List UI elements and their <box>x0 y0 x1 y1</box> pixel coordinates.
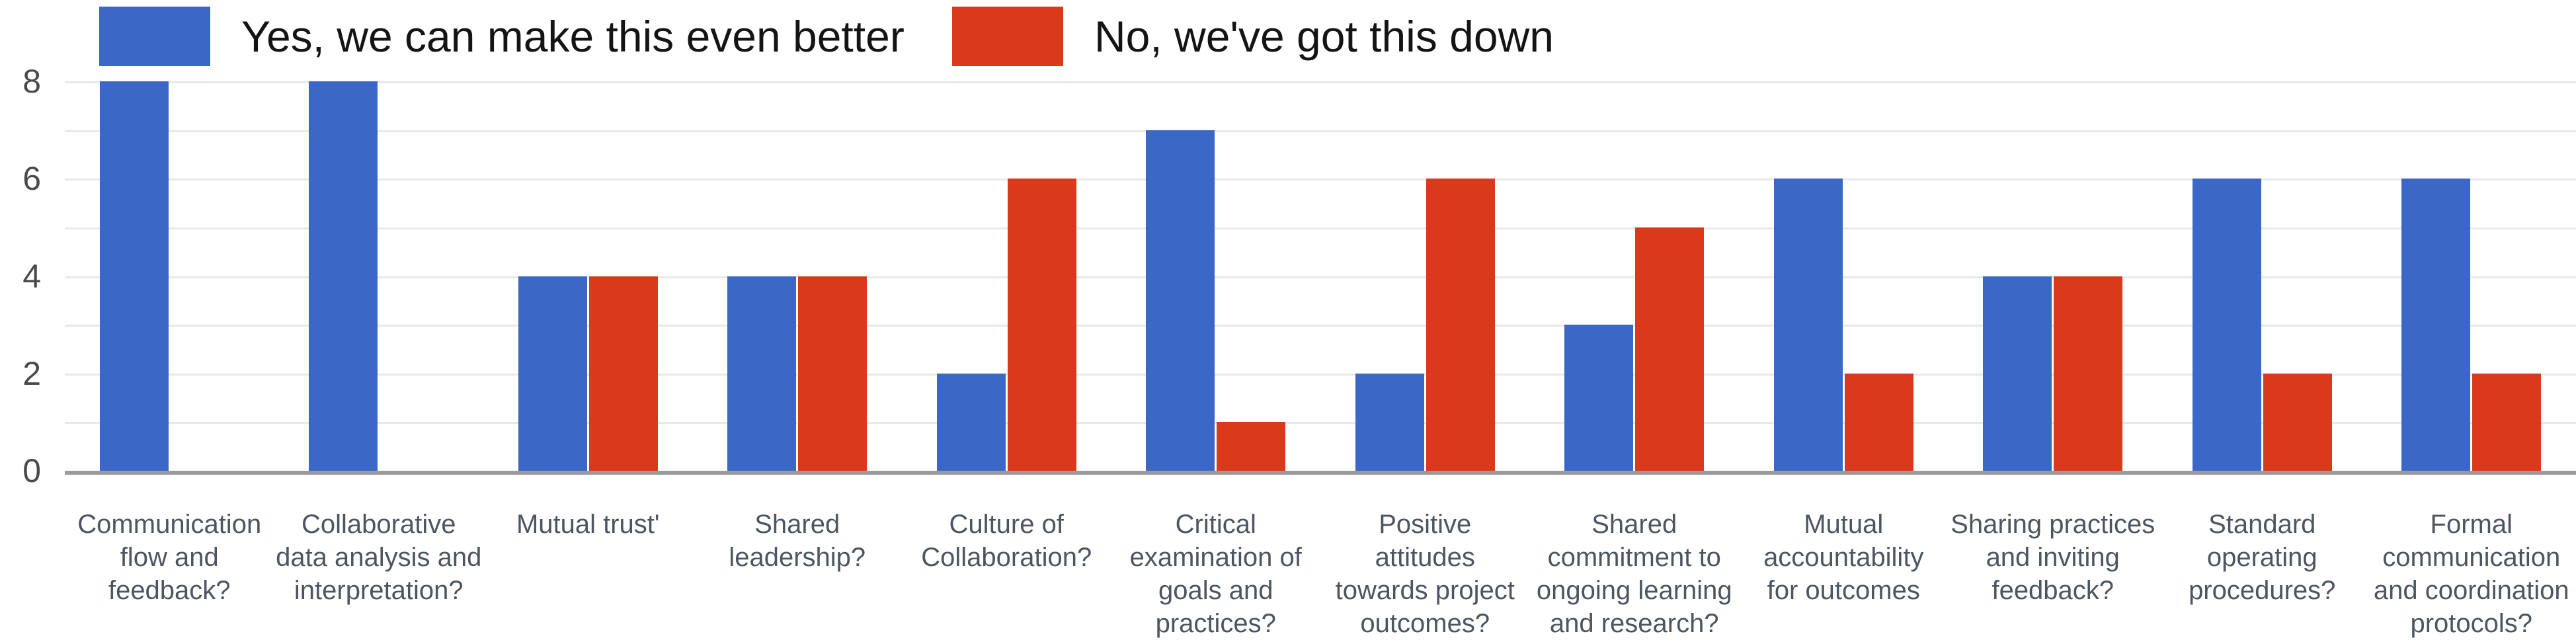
bar-yes <box>2401 179 2471 471</box>
bar-yes <box>99 81 169 471</box>
bar-yes <box>936 373 1006 471</box>
category-label: Shared leadership? <box>729 510 866 572</box>
category-label: Formal communication and coordination proto… <box>2373 510 2569 638</box>
bar-yes <box>1355 373 1424 471</box>
y-tick-label: 4 <box>22 257 41 295</box>
bar-yes <box>2192 179 2261 471</box>
bar-yes <box>1564 325 1634 471</box>
gridline <box>65 325 2576 327</box>
legend-swatch-yes <box>99 7 210 66</box>
bar-yes <box>518 276 587 471</box>
bar-no <box>2054 276 2123 471</box>
bar-yes <box>1983 276 2052 471</box>
category-label: Mutual trust' <box>516 510 660 539</box>
bar-no <box>1217 422 1286 471</box>
category-label: Standard operating procedures? <box>2189 510 2336 605</box>
category-label: Critical examination of goals and practices… <box>1129 510 1302 638</box>
y-tick-label: 0 <box>22 452 41 489</box>
bar-no <box>2263 373 2332 471</box>
gridline <box>65 227 2576 229</box>
gridline <box>65 81 2576 84</box>
category-label: Shared commitment to ongoing learning and r… <box>1536 510 1732 638</box>
gridline <box>65 179 2576 181</box>
category-label: Mutual accountability for outcomes <box>1763 510 1924 605</box>
bar-yes <box>1773 179 1843 471</box>
bar-yes <box>1146 130 1215 471</box>
category-label: Positive attitudes towards project outcomes… <box>1335 510 1515 638</box>
y-tick-label: 2 <box>22 354 41 392</box>
bar-yes <box>309 81 378 471</box>
bar-no <box>1844 373 1913 471</box>
gridline <box>65 130 2576 132</box>
category-label: Collaborative data analysis and interpreta… <box>276 510 482 605</box>
category-label: Culture of Collaboration? <box>921 510 1092 572</box>
gridline <box>65 276 2576 278</box>
bar-no <box>588 276 658 471</box>
bar-no <box>1007 179 1076 471</box>
bar-no <box>2472 373 2542 471</box>
legend-swatch-no <box>952 7 1063 66</box>
category-label: Communication flow and feedback? <box>77 510 262 605</box>
bar-no <box>798 276 867 471</box>
bar-no <box>1426 179 1495 471</box>
category-label: Sharing practices and inviting feedback? <box>1951 510 2155 605</box>
legend-label-yes: Yes, we can make this even better <box>241 12 905 61</box>
gridline <box>65 373 2576 376</box>
bar-no <box>1635 227 1705 471</box>
bar-yes <box>727 276 797 471</box>
y-tick-label: 8 <box>22 63 41 100</box>
x-axis-line <box>65 471 2576 475</box>
y-tick-label: 6 <box>22 160 41 198</box>
legend-label-no: No, we've got this down <box>1094 12 1554 61</box>
gridline <box>65 422 2576 424</box>
